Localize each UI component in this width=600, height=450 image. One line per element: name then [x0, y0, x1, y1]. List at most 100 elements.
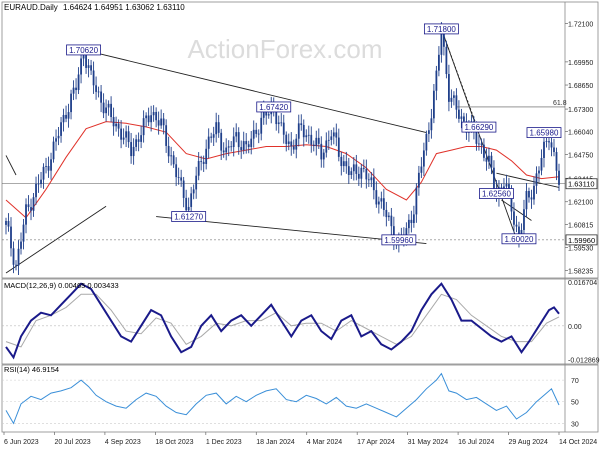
price-label-box — [526, 127, 562, 139]
candle-body — [107, 103, 110, 108]
price-tick-label: 1.59530 — [568, 246, 593, 253]
candle-body — [320, 143, 323, 160]
candle-body — [250, 138, 253, 148]
watermark-layer: ActionForex.com — [187, 34, 382, 64]
candle-body — [375, 190, 378, 205]
candle-body — [312, 144, 315, 147]
candle-body — [257, 133, 260, 135]
candle-body — [518, 226, 520, 239]
candle-body — [157, 120, 160, 126]
price-panel-frame — [1, 1, 599, 279]
candle-body — [460, 116, 463, 119]
candle-body — [222, 150, 225, 153]
price-tick-label: 1.60815 — [568, 223, 593, 230]
candle-body — [310, 134, 313, 145]
dotted-projection-line — [440, 28, 477, 126]
price-tick-label: 1.62100 — [568, 200, 593, 207]
candle-body — [167, 145, 170, 157]
candle-body — [365, 168, 368, 180]
candle-body — [90, 65, 92, 71]
candle-body — [535, 173, 538, 186]
price-tick-label: 1.67300 — [568, 107, 593, 114]
candle-body — [60, 122, 62, 136]
candle-body — [102, 102, 105, 114]
macd-line — [5, 282, 560, 360]
axis-price-text: 1.63110 — [568, 180, 595, 189]
macd-tick-label: -0.012869 — [568, 358, 600, 365]
candle-body — [347, 166, 350, 175]
price-tick-label: 1.68650 — [568, 83, 593, 90]
candle-body — [130, 142, 133, 157]
candle-body — [267, 114, 270, 116]
candle-body — [142, 118, 145, 136]
candle-body — [417, 172, 420, 188]
candle-body — [105, 107, 107, 114]
candle-body — [65, 114, 67, 119]
x-tick-label: 31 May 2024 — [408, 439, 449, 446]
candle-body — [422, 150, 425, 167]
candle-body — [52, 141, 55, 160]
price-label-box — [381, 234, 417, 246]
candle-body — [437, 54, 440, 71]
candle-body — [553, 147, 555, 153]
watermark: ActionForex.com — [187, 34, 382, 64]
macd-title: MACD(12,26,9) 0.00465 0.003433 — [4, 281, 119, 290]
rsi-panel-frame — [1, 364, 599, 433]
candle-body — [510, 190, 513, 212]
candle-body — [450, 97, 453, 102]
candle-body — [427, 130, 430, 134]
candle-body — [405, 228, 408, 238]
candle-body — [410, 219, 413, 224]
x-tick-label: 6 Jun 2023 — [4, 439, 39, 446]
candle-body — [190, 193, 193, 207]
price-label-box — [479, 188, 514, 199]
candle-body — [528, 190, 530, 198]
candle-body — [177, 177, 180, 178]
candle-body — [483, 144, 485, 158]
candle-body — [15, 264, 17, 266]
rsi-tick-label: 50 — [571, 400, 579, 407]
candle-body — [538, 170, 540, 174]
price-tick-label: 1.69950 — [568, 60, 593, 67]
x-tick-label: 14 Oct 2024 — [559, 439, 597, 446]
candle-body — [430, 118, 433, 131]
candle-body — [215, 122, 218, 135]
candle-body — [533, 185, 535, 200]
candle-body — [95, 85, 97, 92]
candle-body — [362, 167, 365, 169]
candle-body — [558, 170, 560, 185]
candle-body — [372, 177, 375, 191]
candle-body — [550, 142, 553, 148]
candle-body — [540, 157, 543, 171]
candle-body — [235, 132, 238, 137]
candle-body — [112, 117, 115, 127]
candle-body — [327, 139, 330, 141]
candle-body — [207, 136, 210, 149]
candle-body — [75, 87, 77, 91]
price-label-text: 1.62560 — [482, 190, 511, 199]
candle-body — [352, 164, 355, 172]
x-tick-label: 18 Oct 2023 — [155, 439, 193, 446]
candle-body — [485, 157, 488, 162]
candle-body — [357, 173, 360, 179]
candle-body — [392, 226, 395, 243]
candle-body — [382, 198, 385, 210]
candle-body — [500, 187, 503, 189]
candle-body — [210, 136, 213, 138]
candle-body — [287, 141, 290, 144]
candles-layer — [5, 22, 560, 276]
axes-layer: 1.72100 1.69950 1.68650 1.67300 1.66040 1.647… — [3, 22, 598, 446]
candle-body — [147, 115, 150, 123]
axis-price-text: 1.59960 — [568, 236, 595, 245]
price-label-text: 1.66290 — [464, 123, 493, 132]
candle-body — [182, 180, 185, 198]
candle-body — [35, 183, 37, 198]
candle-body — [463, 116, 465, 122]
candle-body — [262, 109, 265, 118]
candle-body — [503, 186, 505, 189]
x-tick-label: 29 Aug 2024 — [509, 439, 548, 446]
candle-body — [390, 215, 393, 227]
candle-body — [387, 215, 390, 218]
price-tick-label: 1.66040 — [568, 130, 593, 137]
candle-body — [255, 129, 258, 134]
